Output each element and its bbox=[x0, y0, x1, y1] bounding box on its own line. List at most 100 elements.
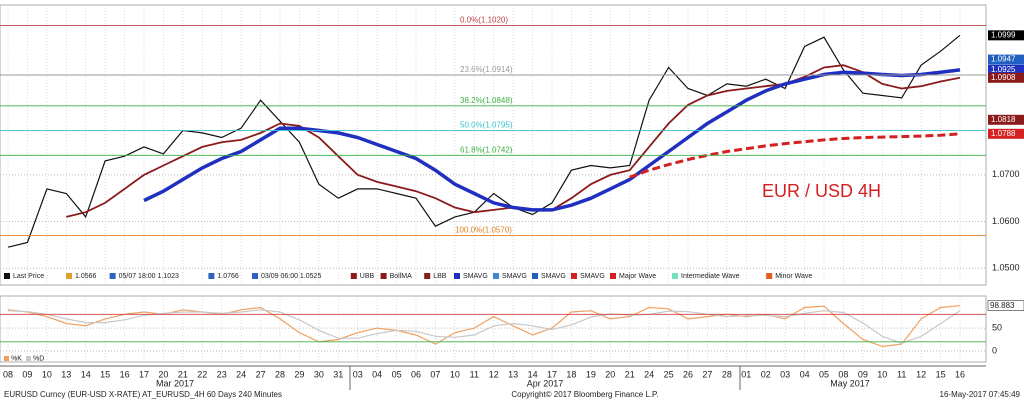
y-tick-label: 1.0700 bbox=[992, 169, 1020, 179]
annotation: EUR / USD 4H bbox=[762, 181, 881, 201]
legend-label: SMAVG bbox=[541, 273, 566, 280]
level-label: 38.2%(1.0848) bbox=[460, 96, 513, 105]
value-tag-label: 98.883 bbox=[990, 301, 1015, 310]
x-tick-label: 11 bbox=[470, 369, 479, 379]
series-line bbox=[7, 34, 961, 248]
legend-label: SMAVG bbox=[580, 273, 605, 280]
legend-label: SMAVG bbox=[502, 273, 527, 280]
x-tick-label: 27 bbox=[702, 369, 712, 379]
level-label: 50.0%(1.0795) bbox=[460, 121, 513, 130]
price-tag-label: 1.0908 bbox=[991, 73, 1016, 82]
legend-swatch bbox=[26, 356, 31, 361]
legend-label: SMAVG bbox=[463, 273, 488, 280]
x-tick-label: 05 bbox=[819, 369, 829, 379]
month-label: Mar 2017 bbox=[156, 378, 194, 388]
x-tick-label: 09 bbox=[858, 369, 868, 379]
x-tick-label: 21 bbox=[178, 369, 188, 379]
series-line bbox=[143, 68, 961, 212]
x-tick-label: 03 bbox=[353, 369, 363, 379]
x-tick-label: 16 bbox=[955, 369, 965, 379]
x-tick-label: 05 bbox=[392, 369, 402, 379]
x-tick-label: 14 bbox=[528, 369, 538, 379]
x-tick-label: 28 bbox=[275, 369, 285, 379]
legend-swatch bbox=[424, 273, 431, 279]
x-tick-label: 18 bbox=[566, 369, 576, 379]
month-label: Apr 2017 bbox=[527, 378, 564, 388]
x-tick-label: 22 bbox=[197, 369, 207, 379]
month-label: May 2017 bbox=[830, 378, 870, 388]
price-tag bbox=[988, 54, 1024, 65]
x-tick-label: 19 bbox=[586, 369, 596, 379]
y-tick-label: 0 bbox=[992, 345, 997, 355]
footer-left: EURUSD Curncy (EUR-USD X-RATE) AT_EURUSD… bbox=[4, 390, 282, 399]
legend-swatch bbox=[571, 273, 577, 279]
footer-center: Copyright© 2017 Bloomberg Finance L.P. bbox=[511, 390, 658, 399]
x-tick-label: 24 bbox=[644, 369, 654, 379]
legend-swatch bbox=[4, 273, 10, 279]
x-tick-label: 03 bbox=[780, 369, 790, 379]
x-tick-label: 16 bbox=[120, 369, 130, 379]
legend-swatch bbox=[109, 273, 116, 279]
x-tick-label: 29 bbox=[294, 369, 304, 379]
price-tag-label: 1.0999 bbox=[991, 30, 1016, 39]
legend-swatch bbox=[766, 273, 773, 279]
price-tag-label: 1.0818 bbox=[991, 115, 1016, 124]
panel-frame bbox=[0, 4, 987, 286]
legend-label: Last Price bbox=[13, 273, 44, 280]
x-tick-label: 06 bbox=[411, 369, 421, 379]
legend-label: UBB bbox=[360, 273, 375, 280]
legend-label: 1.0566 bbox=[75, 273, 97, 280]
x-tick-label: 02 bbox=[761, 369, 771, 379]
legend-label: %K bbox=[11, 355, 22, 362]
level-label: 100.0%(1.0570) bbox=[455, 226, 512, 235]
price-tag bbox=[988, 30, 1024, 41]
x-tick-label: 24 bbox=[236, 369, 246, 379]
value-tag bbox=[987, 300, 1024, 311]
y-tick-label: 1.0500 bbox=[992, 263, 1020, 273]
legend-swatch bbox=[454, 273, 460, 279]
legend-label: 03/09 06:00 1.0525 bbox=[261, 273, 321, 280]
x-tick-label: 10 bbox=[450, 369, 460, 379]
x-tick-label: 07 bbox=[430, 369, 440, 379]
x-tick-label: 17 bbox=[139, 369, 149, 379]
price-tag bbox=[988, 72, 1024, 83]
x-tick-label: 08 bbox=[3, 369, 13, 379]
x-tick-label: 15 bbox=[100, 369, 110, 379]
price-tag bbox=[988, 128, 1024, 139]
x-tick-label: 12 bbox=[916, 369, 926, 379]
x-tick-label: 30 bbox=[314, 369, 324, 379]
price-tag bbox=[988, 114, 1024, 125]
x-tick-label: 20 bbox=[605, 369, 615, 379]
series-line bbox=[629, 132, 961, 179]
legend-label: 05/07 18:00 1.1023 bbox=[119, 273, 179, 280]
x-tick-label: 08 bbox=[838, 369, 848, 379]
price-tag-label: 1.0947 bbox=[991, 55, 1016, 64]
legend-swatch bbox=[380, 273, 387, 279]
x-tick-label: 09 bbox=[22, 369, 32, 379]
x-tick-label: 26 bbox=[683, 369, 693, 379]
legend-label: Intermediate Wave bbox=[681, 273, 740, 280]
x-tick-label: 25 bbox=[664, 369, 674, 379]
x-tick-label: 10 bbox=[42, 369, 52, 379]
price-tag bbox=[988, 64, 1024, 75]
level-label: 61.8%(1.0742) bbox=[460, 145, 513, 154]
x-tick-label: 14 bbox=[81, 369, 91, 379]
x-tick-label: 20 bbox=[158, 369, 168, 379]
y-tick-label: 1.0600 bbox=[992, 216, 1020, 226]
x-tick-label: 13 bbox=[508, 369, 518, 379]
legend-swatch bbox=[493, 273, 499, 279]
series-line bbox=[7, 309, 961, 344]
legend-label: Major Wave bbox=[619, 273, 656, 280]
x-tick-label: 04 bbox=[372, 369, 382, 379]
x-tick-label: 27 bbox=[256, 369, 266, 379]
level-label: 0.0%(1.1020) bbox=[460, 16, 508, 25]
legend-swatch bbox=[66, 273, 72, 279]
y-tick-label: 50 bbox=[992, 322, 1002, 332]
legend-swatch bbox=[4, 356, 9, 361]
legend-label: Minor Wave bbox=[775, 273, 812, 280]
x-tick-label: 04 bbox=[800, 369, 810, 379]
x-tick-label: 31 bbox=[333, 369, 343, 379]
legend-swatch bbox=[350, 273, 357, 279]
